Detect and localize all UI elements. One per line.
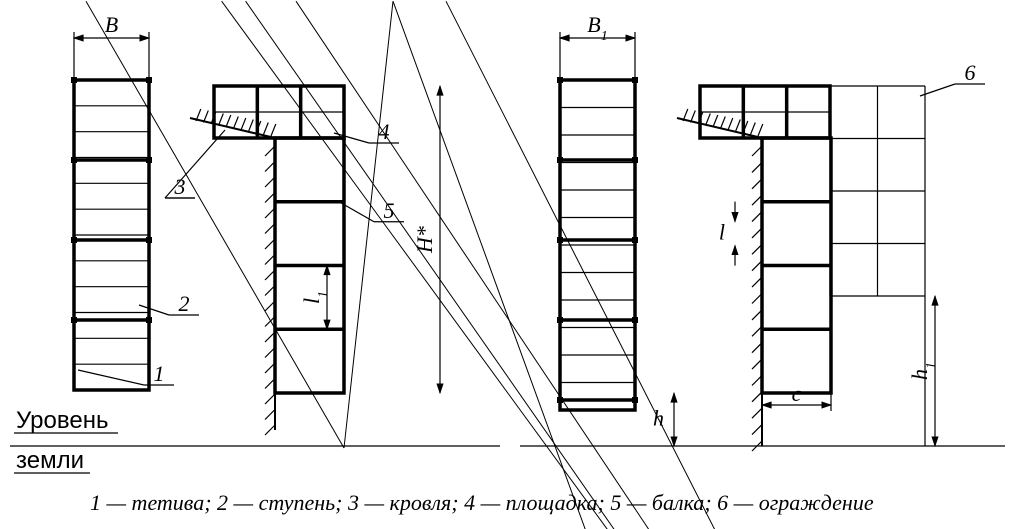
svg-text:1: 1 — [154, 361, 165, 386]
svg-text:2: 2 — [179, 291, 190, 316]
svg-text:земли: земли — [16, 447, 84, 474]
svg-text:4: 4 — [379, 119, 390, 144]
engineering-figure: BУровеньземлиH*l112345B1hlch161 — тетива… — [0, 0, 1015, 529]
svg-text:6: 6 — [965, 60, 976, 85]
svg-text:l1: l1 — [299, 291, 331, 304]
svg-text:Уровень: Уровень — [16, 407, 108, 434]
svg-text:l: l — [719, 220, 725, 245]
svg-text:c: c — [792, 381, 802, 406]
svg-text:H*: H* — [412, 226, 437, 254]
svg-text:B: B — [105, 12, 118, 37]
svg-text:h1: h1 — [907, 362, 939, 380]
svg-text:B1: B1 — [587, 12, 607, 44]
svg-text:1 — тетива; 2 — ступень; 3 —: 1 — тетива; 2 — ступень; 3 — кровля; 4 —… — [90, 490, 874, 515]
svg-text:3: 3 — [174, 174, 186, 199]
